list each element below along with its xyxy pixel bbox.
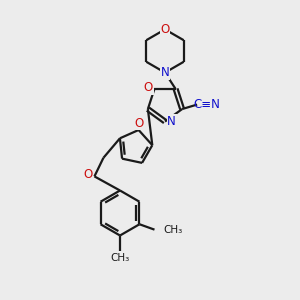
Text: N: N [167,115,176,128]
Text: CH₃: CH₃ [110,253,130,263]
Text: N: N [160,66,169,79]
Text: O: O [160,23,169,36]
Text: C≡N: C≡N [193,98,220,111]
Text: O: O [134,117,143,130]
Text: CH₃: CH₃ [163,225,182,235]
Text: O: O [83,168,92,182]
Text: O: O [144,81,153,94]
